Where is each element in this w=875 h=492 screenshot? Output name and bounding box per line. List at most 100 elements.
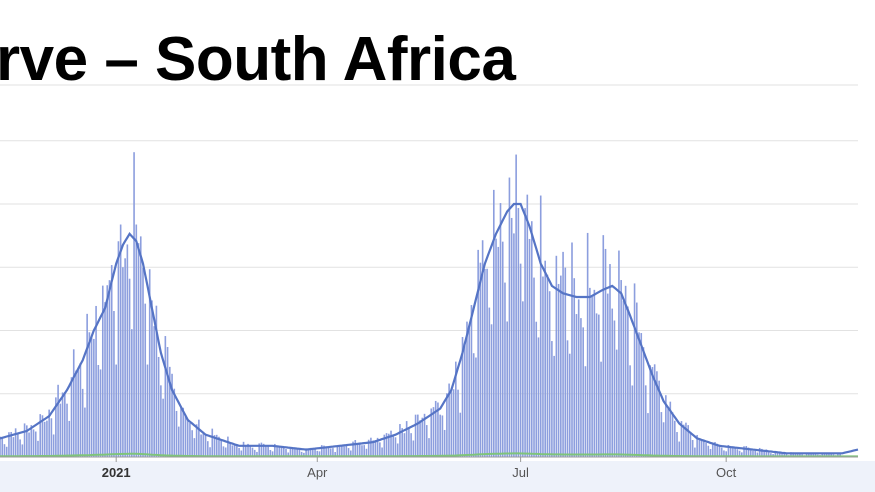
bar-341 [761, 448, 763, 457]
bar-365 [814, 452, 817, 457]
bar-165 [367, 439, 370, 457]
bar-333 [743, 446, 745, 457]
bar-139 [309, 447, 312, 457]
bar-176 [392, 435, 395, 457]
x-tick-label-apr: Apr [307, 465, 328, 480]
bar-11 [23, 423, 26, 457]
bar-177 [394, 437, 397, 457]
bar-219 [488, 307, 491, 457]
bar-79 [175, 410, 178, 457]
bar-163 [363, 445, 366, 457]
bar-189 [421, 417, 424, 457]
bar-272 [606, 293, 609, 457]
bar-332 [741, 452, 743, 457]
bar-229 [510, 217, 513, 457]
page-title: rve – South Africa [0, 25, 516, 94]
bar-221 [492, 189, 495, 458]
bar-337 [752, 450, 754, 457]
bar-40 [88, 332, 91, 457]
bar-250 [557, 283, 560, 457]
bar-46 [101, 285, 104, 457]
bar-26 [57, 384, 59, 457]
bar-238 [530, 221, 533, 457]
bar-154 [343, 446, 345, 457]
bar-315 [703, 440, 705, 457]
bar-290 [647, 413, 649, 457]
bar-166 [370, 437, 372, 457]
x-tick-label-oct: Oct [716, 465, 737, 480]
bar-255 [568, 353, 571, 457]
bar-304 [678, 441, 681, 457]
bar-28 [61, 392, 64, 457]
bar-69 [153, 326, 155, 457]
bar-190 [423, 413, 426, 457]
bar-90 [200, 434, 202, 457]
bar-144 [320, 445, 323, 457]
bar-217 [484, 268, 486, 457]
bar-64 [142, 267, 144, 457]
bar-351 [783, 452, 786, 457]
bar-12 [26, 425, 28, 457]
bar-199 [443, 429, 446, 457]
bar-164 [365, 448, 368, 457]
bar-193 [430, 408, 433, 457]
bar-233 [519, 263, 522, 457]
bar-16 [34, 431, 37, 457]
bar-269 [600, 361, 602, 457]
bar-152 [338, 445, 341, 457]
bar-156 [347, 448, 350, 457]
x-axis-ticks: 2021 Apr Jul Oct [102, 457, 737, 480]
bar-130 [289, 447, 292, 457]
bar-298 [665, 395, 667, 457]
bar-263 [586, 232, 589, 457]
bar-356 [794, 453, 797, 457]
bar-184 [410, 433, 412, 457]
bar-376 [839, 453, 841, 457]
bar-160 [356, 443, 359, 457]
bar-206 [459, 412, 462, 457]
bar-63 [139, 236, 142, 457]
bar-220 [490, 324, 493, 457]
bar-342 [763, 450, 765, 457]
bar-207 [461, 337, 464, 457]
bar-303 [676, 432, 678, 457]
bar-39 [86, 313, 88, 457]
bar-53 [117, 241, 120, 457]
bar-50 [110, 265, 113, 457]
bar-240 [535, 321, 538, 457]
bar-169 [376, 437, 379, 457]
bar-23 [50, 418, 53, 457]
bar-280 [624, 285, 627, 457]
bar-22 [48, 409, 50, 457]
bar-242 [539, 195, 542, 458]
bar-326 [727, 444, 730, 457]
bar-59 [131, 329, 133, 457]
bar-61 [135, 224, 138, 457]
bar-51 [113, 311, 115, 457]
bar-301 [671, 412, 674, 457]
bar-324 [723, 450, 725, 457]
bar-24 [52, 434, 55, 457]
bar-161 [358, 442, 361, 457]
bar-185 [412, 440, 415, 457]
bar-125 [278, 446, 281, 457]
bar-5 [10, 431, 12, 457]
bar-327 [729, 447, 732, 457]
bar-307 [685, 422, 687, 457]
bar-201 [448, 383, 450, 457]
bar-336 [749, 449, 752, 457]
bar-68 [151, 300, 153, 457]
bar-43 [95, 305, 97, 457]
bar-216 [481, 240, 484, 457]
bar-187 [417, 414, 419, 457]
bar-200 [446, 393, 448, 457]
bar-62 [137, 243, 140, 457]
bar-45 [99, 369, 102, 457]
bar-49 [108, 280, 111, 457]
bar-108 [240, 450, 243, 457]
bar-291 [649, 365, 652, 457]
bar-237 [528, 238, 531, 457]
bar-322 [718, 444, 721, 457]
bar-372 [830, 453, 832, 457]
